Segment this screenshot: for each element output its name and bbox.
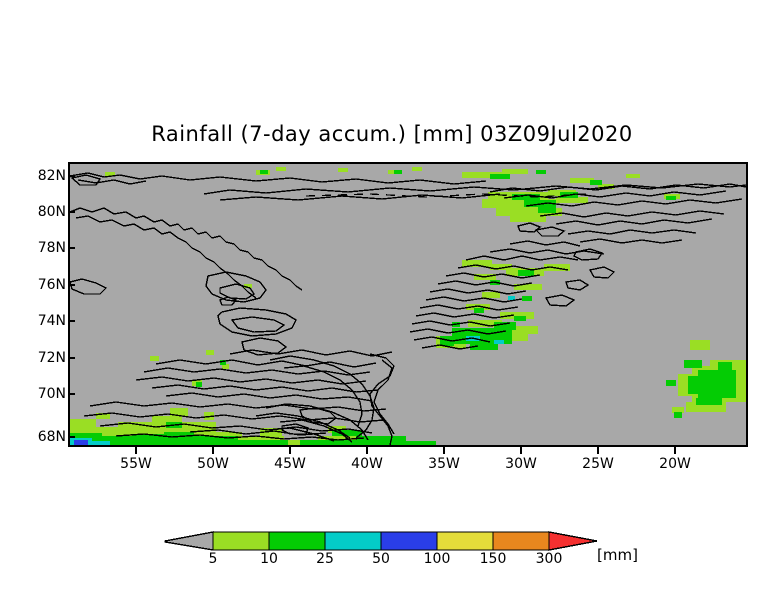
lat-label-82n: 82N [37, 168, 66, 184]
lon-label-45w: 45W [274, 456, 306, 472]
lon-label-35w: 35W [428, 456, 460, 472]
lat-label-78n: 78N [37, 240, 66, 256]
coastline-paths [70, 172, 746, 445]
page-title: Rainfall (7-day accum.) [mm] 03Z09Jul202… [151, 122, 633, 146]
lon-tick-55w [135, 447, 137, 454]
lon-label-30w: 30W [505, 456, 537, 472]
colorbar-tick-50: 50 [372, 551, 390, 567]
colorbar-under-arrow [164, 531, 214, 551]
colorbar-band-100-150 [436, 531, 494, 551]
lon-tick-50w [212, 447, 214, 454]
lon-label-50w: 50W [197, 456, 229, 472]
lat-tick-68n [68, 436, 75, 438]
colorbar-tick-300: 300 [535, 551, 563, 567]
colorbar-tick-150: 150 [479, 551, 507, 567]
lon-label-25w: 25W [582, 456, 614, 472]
lon-label-20w: 20W [659, 456, 691, 472]
colorbar-tick-5: 5 [208, 551, 218, 567]
lon-tick-25w [597, 447, 599, 454]
colorbar-over-arrow [548, 531, 598, 551]
lon-label-55w: 55W [120, 456, 152, 472]
lat-tick-76n [68, 284, 75, 286]
lat-label-80n: 80N [37, 204, 66, 220]
lon-tick-30w [520, 447, 522, 454]
lon-label-40w: 40W [351, 456, 383, 472]
rainfall-fill-blue [74, 440, 88, 445]
lon-tick-40w [366, 447, 368, 454]
lat-tick-70n [68, 393, 75, 395]
lon-tick-20w [674, 447, 676, 454]
lon-tick-45w [289, 447, 291, 454]
lat-tick-72n [68, 357, 75, 359]
map-plot-area[interactable] [68, 162, 748, 447]
colorbar-band-150-300 [492, 531, 550, 551]
lat-tick-80n [68, 211, 75, 213]
lat-label-70n: 70N [37, 386, 66, 402]
lon-tick-35w [443, 447, 445, 454]
colorbar-band-50-100 [380, 531, 438, 551]
lat-tick-74n [68, 320, 75, 322]
lat-tick-82n [68, 175, 75, 177]
lat-label-68n: 68N [37, 429, 66, 445]
colorbar-units-label: [mm] [597, 546, 638, 564]
colorbar-tick-100: 100 [423, 551, 451, 567]
colorbar-band-25-50 [324, 531, 382, 551]
lat-tick-78n [68, 247, 75, 249]
colorbar-tick-25: 25 [316, 551, 334, 567]
lat-label-76n: 76N [37, 277, 66, 293]
lat-label-74n: 74N [37, 313, 66, 329]
lat-label-72n: 72N [37, 350, 66, 366]
colorbar-band-5-10 [212, 531, 270, 551]
map-rainfall-overlay [70, 167, 746, 445]
colorbar-band-10-25 [268, 531, 326, 551]
colorbar-tick-10: 10 [260, 551, 278, 567]
